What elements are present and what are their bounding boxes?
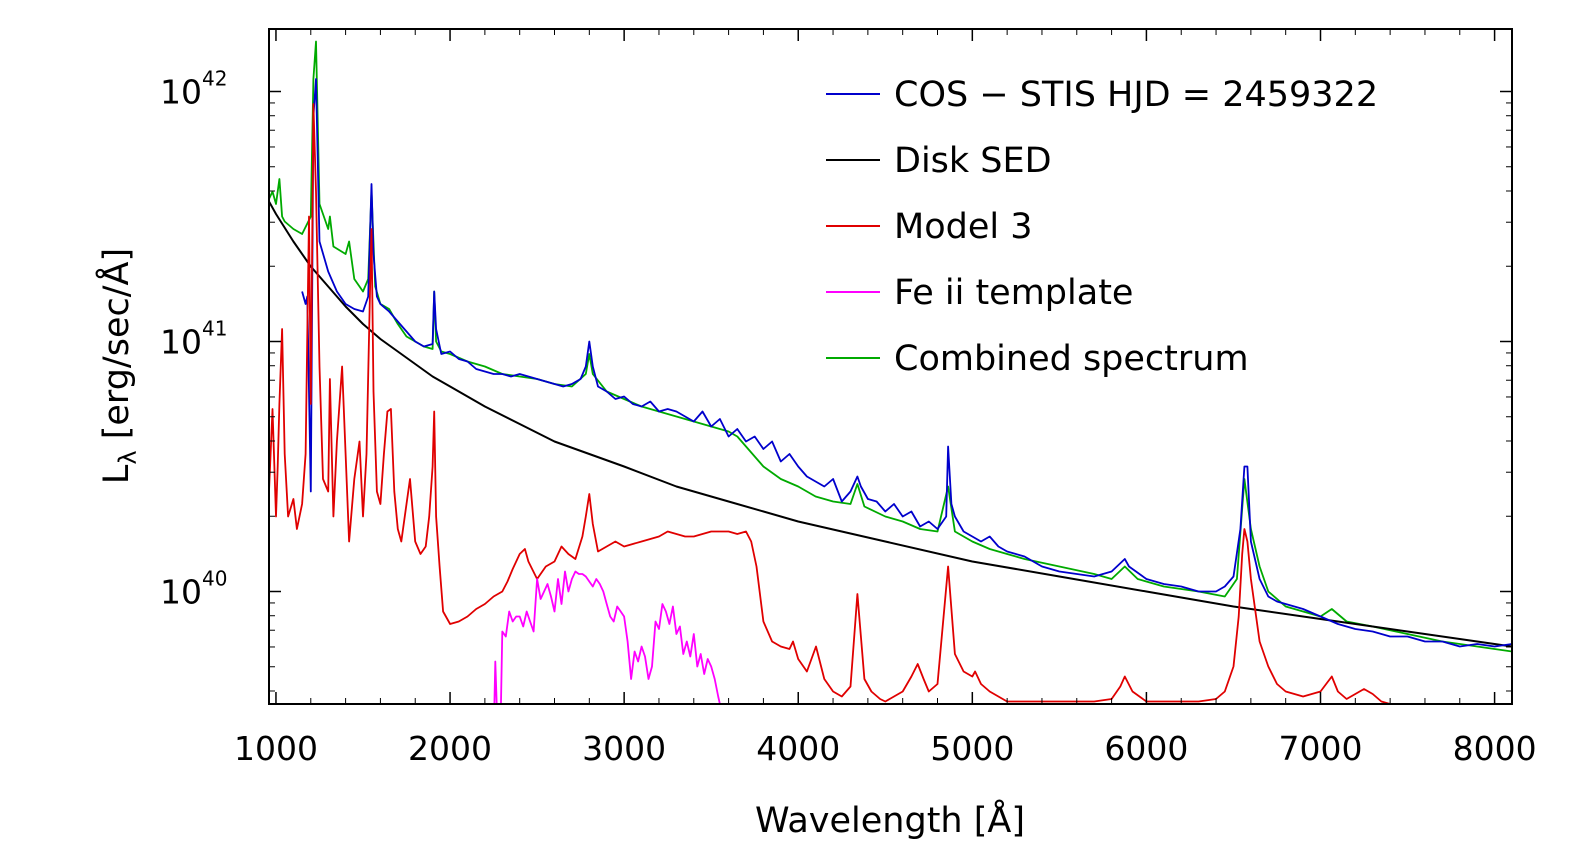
y-axis-title-rest: [erg/sec/Å] — [94, 248, 137, 451]
legend-label: Combined spectrum — [894, 339, 1249, 379]
x-tick-label: 1000 — [234, 729, 318, 768]
x-tick-label: 3000 — [582, 729, 666, 768]
y-tick-exponent: 42 — [202, 67, 227, 91]
x-tick-label: 5000 — [930, 729, 1014, 768]
legend-label: Model 3 — [894, 207, 1032, 247]
legend-label: Fe ii template — [894, 273, 1133, 313]
legend-label: COS − STIS HJD = 2459322 — [894, 75, 1378, 115]
y-tick-exponent: 40 — [202, 567, 227, 591]
x-tick-label: 2000 — [408, 729, 492, 768]
y-tick-label: 1041 — [160, 317, 227, 362]
y-tick-label: 1040 — [160, 567, 227, 612]
series-layer — [269, 40, 1512, 704]
y-tick-base: 10 — [160, 323, 202, 362]
y-axis-title-main: L — [97, 464, 137, 484]
x-tick-label: 6000 — [1104, 729, 1188, 768]
series-line-cos-stis-hjd-2459322 — [301, 78, 1512, 648]
y-tick-base: 10 — [160, 73, 202, 112]
y-tick-base: 10 — [160, 573, 202, 612]
series-line-model-3 — [269, 103, 1414, 704]
y-tick-label: 1042 — [160, 67, 227, 112]
legend: COS − STIS HJD = 2459322 Disk SED Model 3 F… — [826, 75, 1378, 379]
ticks-layer: 1000 2000 3000 4000 5000 6000 7000 800010401041… — [160, 29, 1537, 768]
y-axis-title-sub: λ — [114, 450, 142, 464]
x-tick-label: 8000 — [1453, 729, 1537, 768]
series-line-fe-ii-template — [493, 570, 721, 704]
y-tick-exponent: 41 — [202, 317, 227, 341]
legend-label: Disk SED — [894, 141, 1052, 181]
x-tick-label: 7000 — [1279, 729, 1363, 768]
plot-frame — [268, 28, 1513, 705]
series-line-combined-spectrum — [269, 40, 1512, 653]
x-axis-title: Wavelength [Å] — [755, 798, 1025, 841]
x-tick-label: 4000 — [756, 729, 840, 768]
series-line-disk-sed — [269, 201, 1512, 648]
y-axis-title: Lλ [erg/sec/Å] — [94, 248, 142, 484]
